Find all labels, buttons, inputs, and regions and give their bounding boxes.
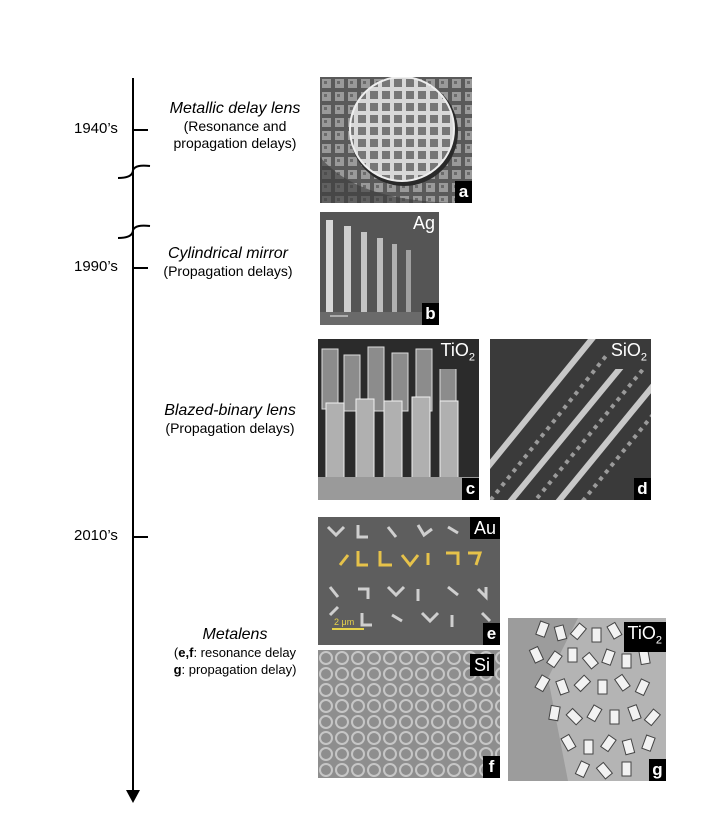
material-label: TiO2: [623, 622, 666, 652]
entry-subtitle-line2: g: propagation delay): [173, 662, 297, 677]
era-label-2010s: 2010’s: [74, 527, 118, 544]
panel-letter: f: [483, 756, 500, 778]
entry-cylindrical-mirror: Cylindrical mirror (Propagation delays): [148, 245, 308, 280]
entry-title: Metallic delay lens: [169, 100, 301, 117]
panel-letter: e: [483, 623, 500, 645]
image-panel-g: TiO2 g: [508, 618, 666, 781]
image-panel-b: Ag b: [320, 212, 439, 325]
panel-letter: c: [462, 478, 479, 500]
entry-subtitle-line2: propagation delays): [173, 135, 297, 151]
panel-letter: g: [649, 759, 666, 781]
era-label-1990s: 1990’s: [74, 258, 118, 275]
material-label: SiO2: [606, 339, 651, 369]
panel-letter: b: [422, 303, 439, 325]
entry-title: Metalens: [202, 626, 268, 643]
entry-subtitle-line1: (e,f: resonance delay: [173, 645, 297, 660]
entry-subtitle-line1: (Propagation delays): [165, 420, 295, 436]
material-label: Ag: [408, 212, 439, 234]
material-label: Au: [469, 517, 500, 539]
entry-metalens: Metalens (e,f: resonance delay g: propag…: [155, 626, 315, 678]
scale-bar-label: 2 μm: [334, 617, 354, 627]
image-panel-f: Si f: [318, 650, 500, 778]
material-label: TiO2: [436, 339, 479, 369]
entry-subtitle-line1: (Resonance and: [183, 118, 287, 134]
era-label-1940s: 1940’s: [74, 120, 118, 137]
image-panel-e: 2 μm Au e: [318, 517, 500, 645]
panel-letter: d: [634, 478, 651, 500]
image-panel-a: a: [320, 77, 472, 203]
image-panel-d: SiO2 d: [490, 339, 651, 500]
entry-metallic-delay-lens: Metallic delay lens (Resonance and propa…: [150, 100, 320, 152]
panel-letter: a: [455, 181, 472, 203]
entry-blazed-binary-lens: Blazed-binary lens (Propagation delays): [150, 402, 310, 437]
entry-subtitle-line1: (Propagation delays): [163, 263, 293, 279]
material-label: Si: [469, 654, 494, 676]
image-panel-c: TiO2 c: [318, 339, 479, 500]
entry-title: Blazed-binary lens: [164, 402, 296, 419]
entry-title: Cylindrical mirror: [167, 245, 288, 262]
